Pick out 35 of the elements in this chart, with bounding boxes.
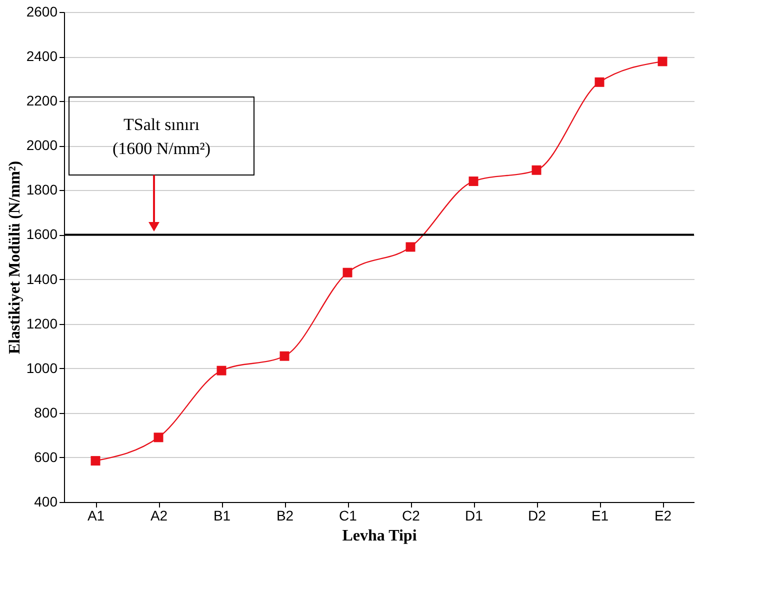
point xyxy=(280,351,290,361)
y-tick-label: 1000 xyxy=(26,360,58,376)
y-tick-label: 600 xyxy=(34,448,58,465)
point xyxy=(594,77,604,87)
y-axis-title: Elastikiyet Modülü (N/mm²) xyxy=(6,160,24,354)
x-tick-label: B2 xyxy=(276,508,294,524)
y-tick-label: 1800 xyxy=(26,182,58,198)
x-tick-label: C1 xyxy=(339,508,358,524)
y-tick-label: 2000 xyxy=(26,137,58,154)
x-tick-label: A2 xyxy=(150,508,168,524)
point xyxy=(216,366,226,376)
point xyxy=(532,165,542,175)
x-axis-title: Levha Tipi xyxy=(342,528,418,544)
x-tick-label: D2 xyxy=(528,508,546,524)
y-tick-label: 2400 xyxy=(26,48,58,64)
ref-line-label: TSalt sınırı (1600 N/mm²) xyxy=(112,115,211,158)
x-tick-label: E1 xyxy=(591,508,609,524)
y-tick-label: 400 xyxy=(34,494,58,510)
y-tick-label: 1400 xyxy=(26,270,58,287)
y-tick-label: 1600 xyxy=(26,226,58,242)
x-tick-label: D1 xyxy=(465,508,484,524)
point xyxy=(406,242,416,252)
y-tick-label: 2200 xyxy=(26,92,58,109)
point xyxy=(154,432,164,442)
x-tick-label: C2 xyxy=(402,508,420,524)
point xyxy=(342,268,352,278)
y-tick-label: 800 xyxy=(34,404,58,420)
point xyxy=(468,176,478,186)
x-tick-label: A1 xyxy=(87,508,105,524)
y-tick-label: 2600 xyxy=(26,4,58,20)
x-tick-label: E2 xyxy=(654,508,672,524)
point xyxy=(90,456,100,466)
x-tick-label: B1 xyxy=(213,508,231,524)
y-tick-label: 1200 xyxy=(26,315,58,332)
point xyxy=(658,56,668,66)
